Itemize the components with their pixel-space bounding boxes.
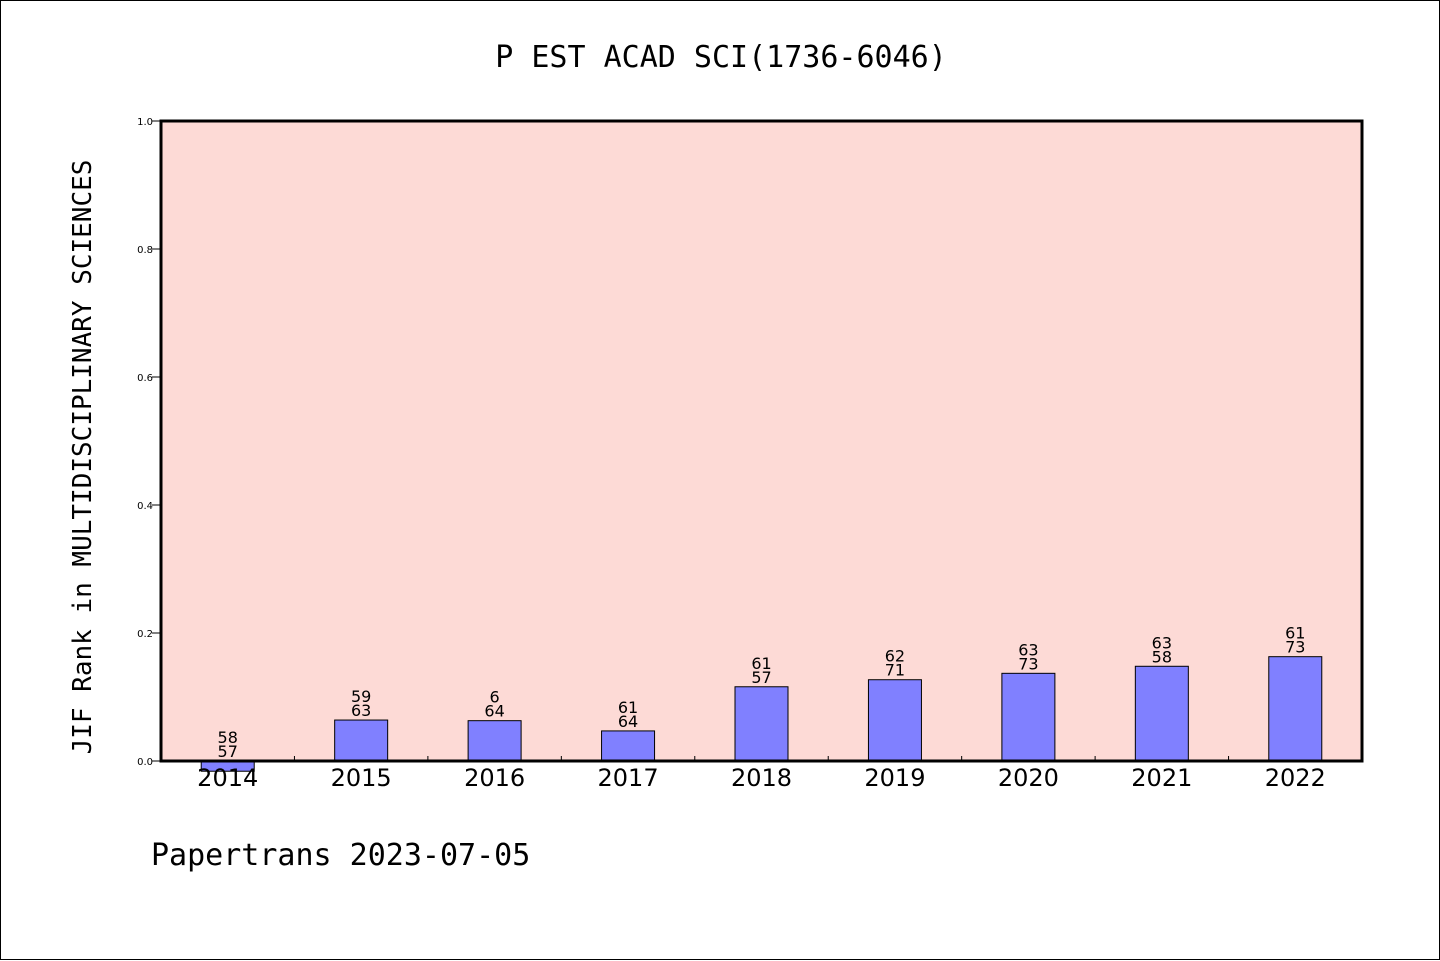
- y-tick-label: 0.8: [137, 245, 153, 256]
- bar-label-bottom: 57: [218, 742, 238, 761]
- x-tick-label: 2017: [598, 764, 659, 792]
- plot-border: [159, 119, 1364, 763]
- bar-label-top: 61: [618, 698, 638, 717]
- x-tick-label: 2015: [331, 764, 392, 792]
- plot-area: [161, 121, 1362, 761]
- bar-label-top: 62: [885, 647, 905, 666]
- bar-label-top: 6: [490, 688, 500, 707]
- bar-label-bottom: 73: [1285, 638, 1305, 657]
- bar-label-bottom: 64: [618, 712, 638, 731]
- bar-label-bottom: 57: [751, 668, 771, 687]
- bar: [467, 720, 522, 762]
- bar-label-bottom: 58: [1152, 647, 1172, 666]
- bar-label-top: 63: [1152, 633, 1172, 652]
- bar: [1134, 665, 1189, 762]
- bar: [1001, 672, 1056, 762]
- y-tick-label: 0.2: [137, 629, 153, 640]
- bar: [734, 686, 789, 762]
- bar-label-bottom: 71: [885, 661, 905, 680]
- footer-credit: Papertrans 2023-07-05: [151, 838, 530, 873]
- x-tick-label: 2018: [731, 764, 792, 792]
- bar: [1268, 656, 1323, 762]
- chart-marks: 0.00.20.40.60.81.05758201463592015646201…: [137, 117, 1326, 792]
- y-tick-label: 0.0: [137, 757, 153, 768]
- bar-label-bottom: 63: [351, 701, 371, 720]
- y-tick-label: 0.4: [137, 501, 153, 512]
- y-tick-label: 1.0: [137, 117, 153, 128]
- bar: [867, 679, 922, 762]
- x-tick-label: 2016: [464, 764, 525, 792]
- bar-label-top: 58: [218, 728, 238, 747]
- x-tick-label: 2014: [197, 764, 258, 792]
- chart-title: P EST ACAD SCI(1736-6046): [495, 40, 947, 75]
- x-tick-label: 2019: [864, 764, 925, 792]
- bar-label-top: 63: [1018, 640, 1038, 659]
- y-tick-label: 0.6: [137, 373, 153, 384]
- bar-label-top: 61: [751, 654, 771, 673]
- x-tick-label: 2021: [1131, 764, 1192, 792]
- x-tick-label: 2022: [1265, 764, 1326, 792]
- y-axis-label: JIF Rank in MULTIDISCIPLINARY SCIENCES: [68, 160, 98, 755]
- bar-label-bottom: 73: [1018, 654, 1038, 673]
- x-tick-label: 2020: [998, 764, 1059, 792]
- bar: [334, 719, 389, 762]
- bar: [601, 730, 656, 762]
- bar-label-top: 61: [1285, 624, 1305, 643]
- bar-label-bottom: 64: [484, 702, 504, 721]
- bar-label-top: 59: [351, 687, 371, 706]
